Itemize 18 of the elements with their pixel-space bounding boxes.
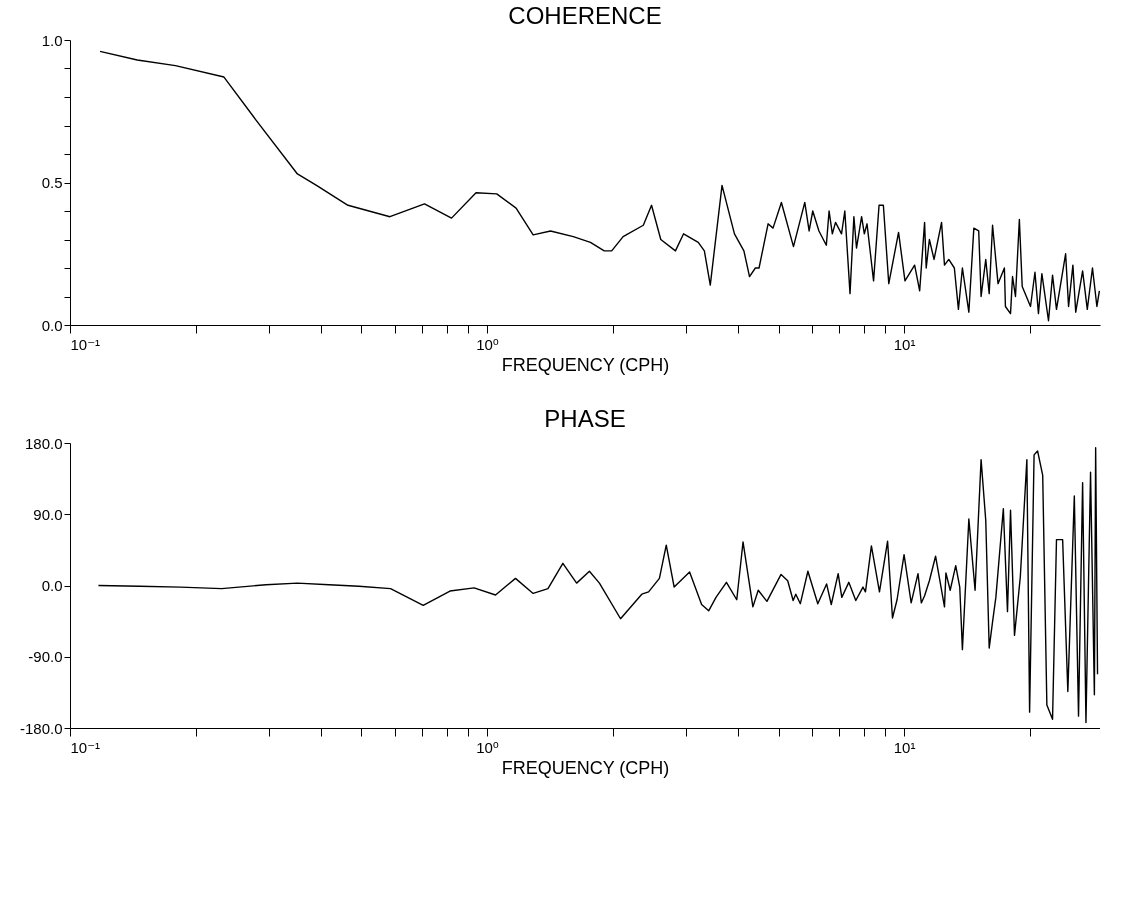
y-tick-label: -90.0 xyxy=(28,648,63,666)
x-tick-label: 10⁰ xyxy=(476,738,499,756)
chart-title: COHERENCE xyxy=(508,2,662,29)
x-axis-title: FREQUENCY (CPH) xyxy=(501,757,670,778)
y-tick-label: 180.0 xyxy=(24,434,63,452)
x-tick-label: 10¹ xyxy=(893,738,916,756)
y-tick-label: 0.5 xyxy=(41,174,63,191)
y-tick-label: 1.0 xyxy=(41,31,63,49)
x-tick-label: 10¹ xyxy=(893,335,916,353)
y-tick-label: 0.0 xyxy=(41,577,63,594)
x-axis-title: FREQUENCY (CPH) xyxy=(501,354,670,375)
y-tick-label: 90.0 xyxy=(33,505,63,523)
y-tick-label: -180.0 xyxy=(19,719,63,737)
x-tick-label: 10⁻¹ xyxy=(70,335,101,353)
chart-title: PHASE xyxy=(544,405,626,432)
x-tick-label: 10⁰ xyxy=(476,335,499,353)
y-tick-label: 0.0 xyxy=(41,316,63,334)
x-tick-label: 10⁻¹ xyxy=(70,738,101,756)
